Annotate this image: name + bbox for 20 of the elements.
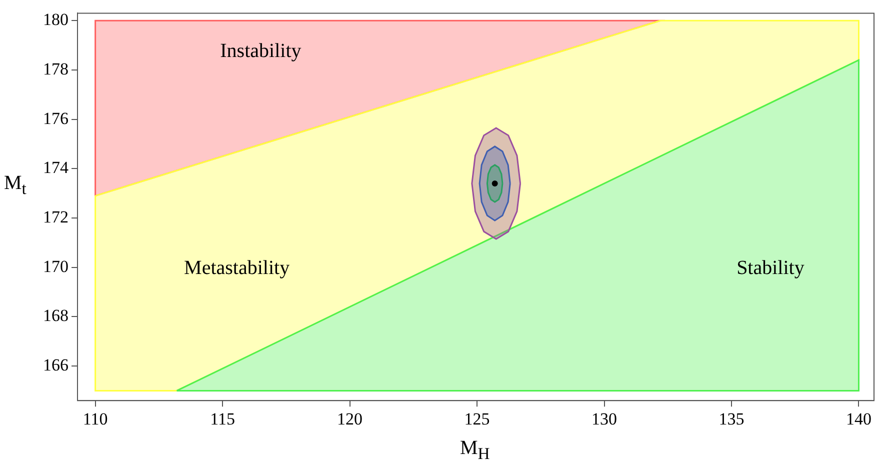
y-tick-label: 180 (43, 10, 68, 30)
y-tick-label: 168 (43, 306, 68, 326)
x-tick-label: 115 (210, 409, 235, 428)
annotation: Metastability (184, 257, 290, 280)
y-tick-label: 170 (43, 256, 68, 276)
x-tick-label: 130 (592, 409, 618, 428)
y-tick-label: 166 (43, 356, 68, 375)
y-tick-label: 176 (43, 108, 68, 128)
x-tick-label: 110 (82, 409, 108, 428)
y-tick-label: 178 (43, 59, 68, 78)
x-tick-label: 125 (464, 409, 490, 428)
x-tick-label: 135 (718, 409, 744, 428)
annotation: Instability (220, 40, 302, 62)
x-tick-label: 140 (846, 409, 872, 428)
y-axis-title: M$_{t}$ (4, 172, 26, 199)
x-tick-label: 120 (337, 409, 363, 428)
annotation: Stability (736, 257, 804, 280)
y-tick-label: 172 (43, 207, 68, 226)
x-axis-title: M$_{H}$ (460, 437, 490, 464)
y-tick-label: 174 (43, 158, 69, 178)
